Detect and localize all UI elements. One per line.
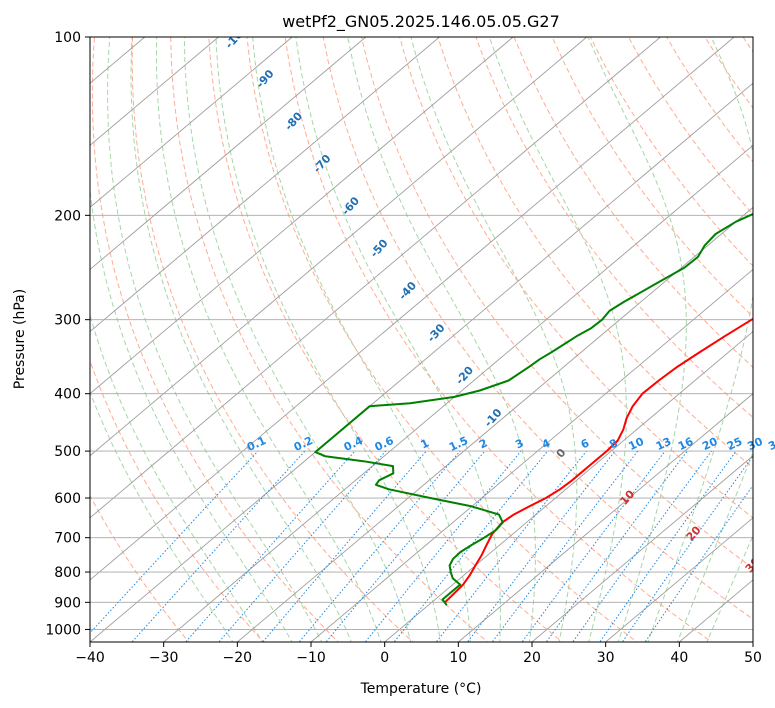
mixing-ratio-label: 25 xyxy=(725,435,744,453)
isotherm-line xyxy=(90,82,753,642)
isotherm-line xyxy=(90,37,293,208)
isotherm-line xyxy=(0,37,71,642)
x-tick-label: −40 xyxy=(75,650,105,666)
axis-ticks: −40 −30 −20 −10 0 10 20 30 40 50 100 200 300 400 500 60… xyxy=(45,30,762,666)
y-tick-label: 500 xyxy=(54,444,81,460)
y-tick-label: 700 xyxy=(54,531,81,547)
isotherm-line xyxy=(605,517,753,642)
dry-adiabat xyxy=(551,37,753,318)
mixing-ratio-line xyxy=(644,484,753,642)
dry-adiabat xyxy=(513,37,753,368)
isotherm-line xyxy=(90,37,367,271)
mixing-ratio-line xyxy=(262,450,427,642)
dry-adiabat xyxy=(475,37,753,419)
isotherm-line xyxy=(163,144,753,642)
chart-title: wetPf2_GN05.2025.146.05.05.G27 xyxy=(282,12,560,32)
isotherm-line xyxy=(237,206,753,642)
dry-adiabat xyxy=(90,359,265,642)
mixing-ratio-line xyxy=(466,450,616,642)
isobars xyxy=(90,37,753,630)
mixing-ratio-line xyxy=(298,450,461,642)
isotherm-line xyxy=(90,37,735,581)
y-tick-label: 200 xyxy=(54,208,81,224)
y-tick-label: 400 xyxy=(54,387,81,403)
mixing-ratio-label: 13 xyxy=(654,435,673,453)
x-tick-label: 10 xyxy=(449,650,467,666)
y-axis-label: Pressure (hPa) xyxy=(12,289,28,389)
y-tick-label: 100 xyxy=(54,30,81,46)
plot-frame xyxy=(89,36,754,643)
y-tick-label: 300 xyxy=(54,313,81,329)
moist-adiabat-label: 30 xyxy=(743,555,763,575)
mixing-ratio-line xyxy=(545,450,688,642)
profiles xyxy=(314,212,753,606)
mixing-ratio-line xyxy=(90,450,259,634)
x-tick-label: −20 xyxy=(223,650,253,666)
x-tick-label: 0 xyxy=(380,650,389,666)
dry-adiabat xyxy=(360,37,753,569)
plot-area xyxy=(90,37,753,642)
x-tick-label: 50 xyxy=(744,650,762,666)
dewpoint-profile xyxy=(314,212,753,606)
y-tick-label: 900 xyxy=(54,595,81,611)
mixing-ratio-line xyxy=(521,450,666,642)
dry-adiabat xyxy=(170,37,489,642)
isotherm-line xyxy=(90,37,440,333)
y-tick-label: 800 xyxy=(54,565,81,581)
mixing-ratio-label: 10 xyxy=(627,435,647,453)
dry-adiabat xyxy=(437,37,753,469)
x-tick-label: −10 xyxy=(296,650,326,666)
moist-adiabat xyxy=(130,37,352,642)
isotherm-line xyxy=(458,393,753,642)
isotherm-line xyxy=(310,268,753,642)
mixing-ratio-line xyxy=(131,450,306,642)
x-tick-label: 40 xyxy=(670,650,688,666)
temperature-profile xyxy=(444,317,753,604)
y-tick-label: 600 xyxy=(54,491,81,507)
y-tick-label: 1000 xyxy=(45,622,81,638)
x-axis-label: Temperature (°C) xyxy=(360,681,482,697)
isotherm-line xyxy=(384,330,753,642)
isotherm-line xyxy=(90,37,661,519)
x-tick-label: 20 xyxy=(523,650,541,666)
mixing-ratio-line xyxy=(621,455,753,642)
mixing-ratio-line xyxy=(572,450,712,642)
mixing-ratio-line xyxy=(599,450,737,642)
isotherm-line xyxy=(90,37,588,457)
x-tick-label: 30 xyxy=(597,650,615,666)
isotherm-line xyxy=(531,455,753,642)
mixing-ratio-line xyxy=(491,450,639,642)
mixing-ratio-line xyxy=(185,450,356,642)
isotherm-line xyxy=(752,641,753,642)
mixing-ratio-label: 20 xyxy=(700,435,720,453)
isotherms xyxy=(0,37,753,642)
mixing-ratio-label: 16 xyxy=(676,435,696,453)
isotherm-line xyxy=(90,37,219,146)
mixing-ratio-line xyxy=(325,450,486,642)
moist-adiabat xyxy=(156,37,382,642)
mixing-ratio-label: 30 xyxy=(745,435,765,453)
mixing-ratio-label: 36 xyxy=(766,435,775,453)
moist-adiabat xyxy=(107,37,323,642)
x-tick-label: −30 xyxy=(149,650,179,666)
isotherm-line xyxy=(90,37,514,395)
